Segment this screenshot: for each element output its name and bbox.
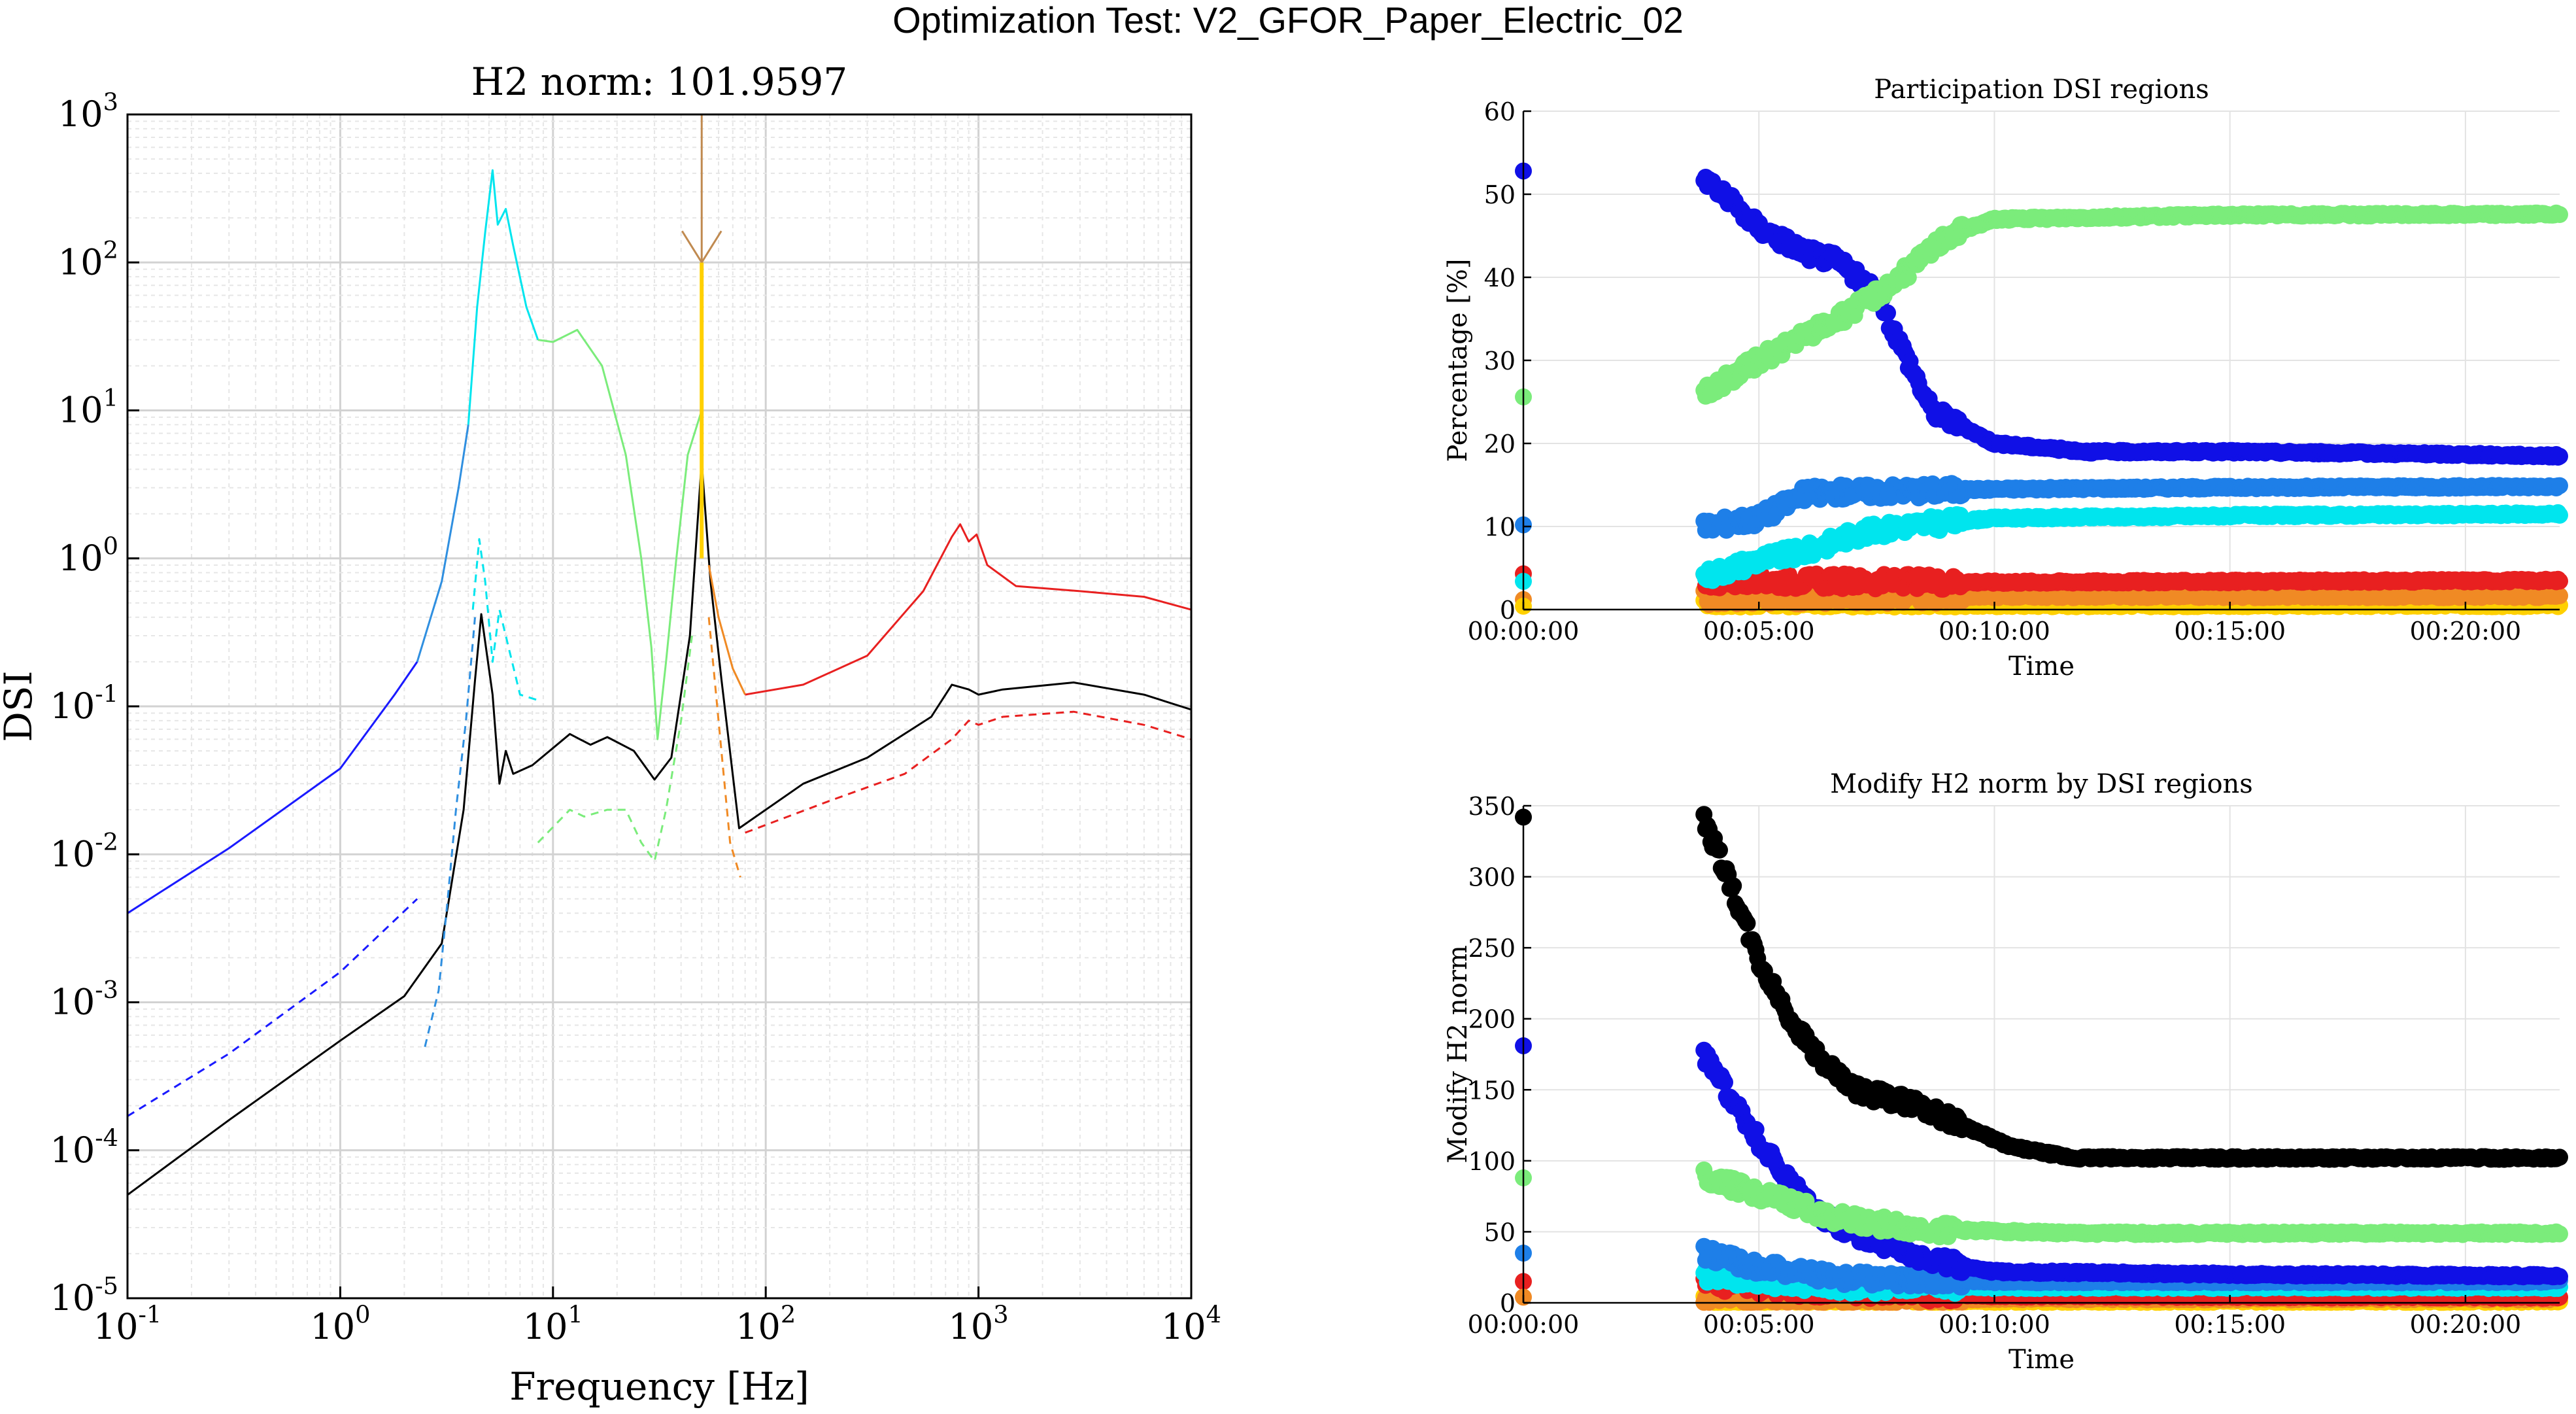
y-tick-label: 50	[1484, 181, 1516, 209]
x-tick-label: 10-1	[93, 1301, 162, 1347]
grid-lines	[126, 114, 1191, 1300]
series-line-region-3-ref	[471, 538, 539, 702]
y-tick-label: 10-1	[50, 680, 119, 727]
y-tick-label: 103	[58, 88, 118, 135]
excitation-arrow	[681, 114, 722, 264]
series-line-region-4	[537, 328, 703, 740]
tick-base: 10	[523, 1306, 568, 1347]
tick-base: 10	[50, 982, 95, 1023]
y-tick-label: 102	[58, 236, 118, 283]
x-tick-label: 101	[523, 1301, 583, 1347]
y-tick-label: 10-5	[50, 1272, 119, 1319]
tick-base: 10	[949, 1306, 994, 1347]
tick-exponent: -2	[95, 828, 118, 856]
point-region-2	[2551, 477, 2568, 494]
y-tick-label: 10-4	[50, 1124, 119, 1170]
series-line-region-7	[745, 523, 1192, 696]
point-region-6	[2551, 587, 2568, 604]
tick-exponent: 3	[993, 1301, 1008, 1329]
scatter-points	[1515, 162, 2568, 616]
series-line-region-7-ref	[745, 710, 1192, 834]
tick-exponent: 0	[103, 532, 118, 560]
tick-base: 10	[310, 1306, 355, 1347]
chart-title: H2 norm: 101.9597	[471, 60, 848, 104]
x-axis-label: Frequency [Hz]	[509, 1364, 809, 1409]
tick-exponent: -1	[138, 1301, 161, 1329]
tick-exponent: -1	[95, 680, 118, 708]
y-tick-label: 10	[1484, 513, 1516, 542]
scatter-points	[1515, 806, 2568, 1311]
point-region-3	[2551, 506, 2568, 524]
tick-base: 10	[50, 685, 95, 727]
tick-base: 10	[50, 1277, 95, 1319]
x-tick-label: 00:20:00	[2410, 617, 2522, 646]
point-region-7	[2551, 572, 2568, 590]
y-tick-label: 10-2	[50, 828, 119, 874]
point-region-1	[2551, 447, 2568, 465]
x-tick-label: 00:15:00	[2174, 617, 2286, 646]
y-tick-label: 100	[58, 532, 118, 578]
tick-exponent: 1	[568, 1301, 583, 1329]
y-tick-label: 101	[58, 384, 118, 430]
tick-base: 10	[50, 1129, 95, 1171]
tick-base: 10	[58, 538, 103, 579]
x-tick-label: 104	[1161, 1301, 1221, 1347]
y-tick-label: 60	[1484, 97, 1516, 126]
point-region-4	[2551, 206, 2568, 223]
series-line-region-4-ref	[537, 635, 693, 863]
x-tick-label: 00:10:00	[1939, 617, 2050, 646]
arrow-head-left	[681, 230, 703, 264]
tick-exponent: -3	[95, 976, 118, 1004]
tick-base: 10	[58, 94, 103, 135]
figure-suptitle: Optimization Test: V2_GFOR_Paper_Electri…	[892, 0, 1684, 41]
x-tick-label: 100	[310, 1301, 370, 1347]
series-line-region-1-ref	[127, 898, 418, 1117]
series-line-region-6	[707, 564, 747, 695]
y-tick-label: 20	[1484, 430, 1516, 458]
tick-exponent: -5	[95, 1272, 118, 1300]
tick-exponent: 4	[1206, 1301, 1221, 1329]
tick-base: 10	[58, 390, 103, 431]
tick-exponent: 0	[355, 1301, 370, 1329]
tick-exponent: 2	[103, 236, 118, 264]
tick-exponent: 2	[781, 1301, 796, 1329]
x-tick-label: 102	[736, 1301, 796, 1347]
grid-lines	[1523, 111, 2560, 610]
chart-title: Participation DSI regions	[1874, 75, 2209, 105]
series-line-region-2	[416, 424, 469, 663]
x-tick-label: 00:05:00	[1703, 617, 1815, 646]
tick-base: 10	[50, 833, 95, 874]
series-line-region-1	[127, 661, 418, 914]
series-line-total	[127, 460, 1192, 1196]
tick-exponent: 1	[103, 384, 118, 412]
y-tick-label: 10-3	[50, 976, 119, 1022]
y-tick-label: 40	[1484, 264, 1516, 292]
tick-base: 10	[736, 1306, 781, 1347]
y-tick-label: 30	[1484, 347, 1516, 375]
tick-base: 10	[58, 241, 103, 283]
series-line-region-6-ref	[707, 617, 741, 878]
tick-base: 10	[1161, 1306, 1206, 1347]
point-region-1	[1879, 304, 1896, 322]
x-axis-label: Time	[2008, 651, 2075, 681]
x-tick-label: 00:00:00	[1468, 617, 1580, 646]
tick-exponent: -4	[95, 1124, 118, 1152]
axis-ticks: 10-1 100 101 102 103 10410-510-410-310-210-11…	[50, 88, 1222, 1347]
arrow-head-right	[700, 230, 722, 264]
series-lines	[127, 169, 1192, 1196]
series-line-region-3	[467, 169, 539, 425]
series-line-region-2-ref	[424, 617, 476, 1047]
y-axis-label: DSI	[0, 670, 41, 742]
frequency-response-chart: 10-1 100 101 102 103 10410-510-410-310-210-11…	[0, 60, 1221, 1409]
tick-base: 10	[93, 1306, 139, 1347]
tick-exponent: 3	[103, 88, 118, 116]
x-tick-label: 103	[949, 1301, 1009, 1347]
y-axis-label: Percentage [%]	[1443, 259, 1473, 462]
